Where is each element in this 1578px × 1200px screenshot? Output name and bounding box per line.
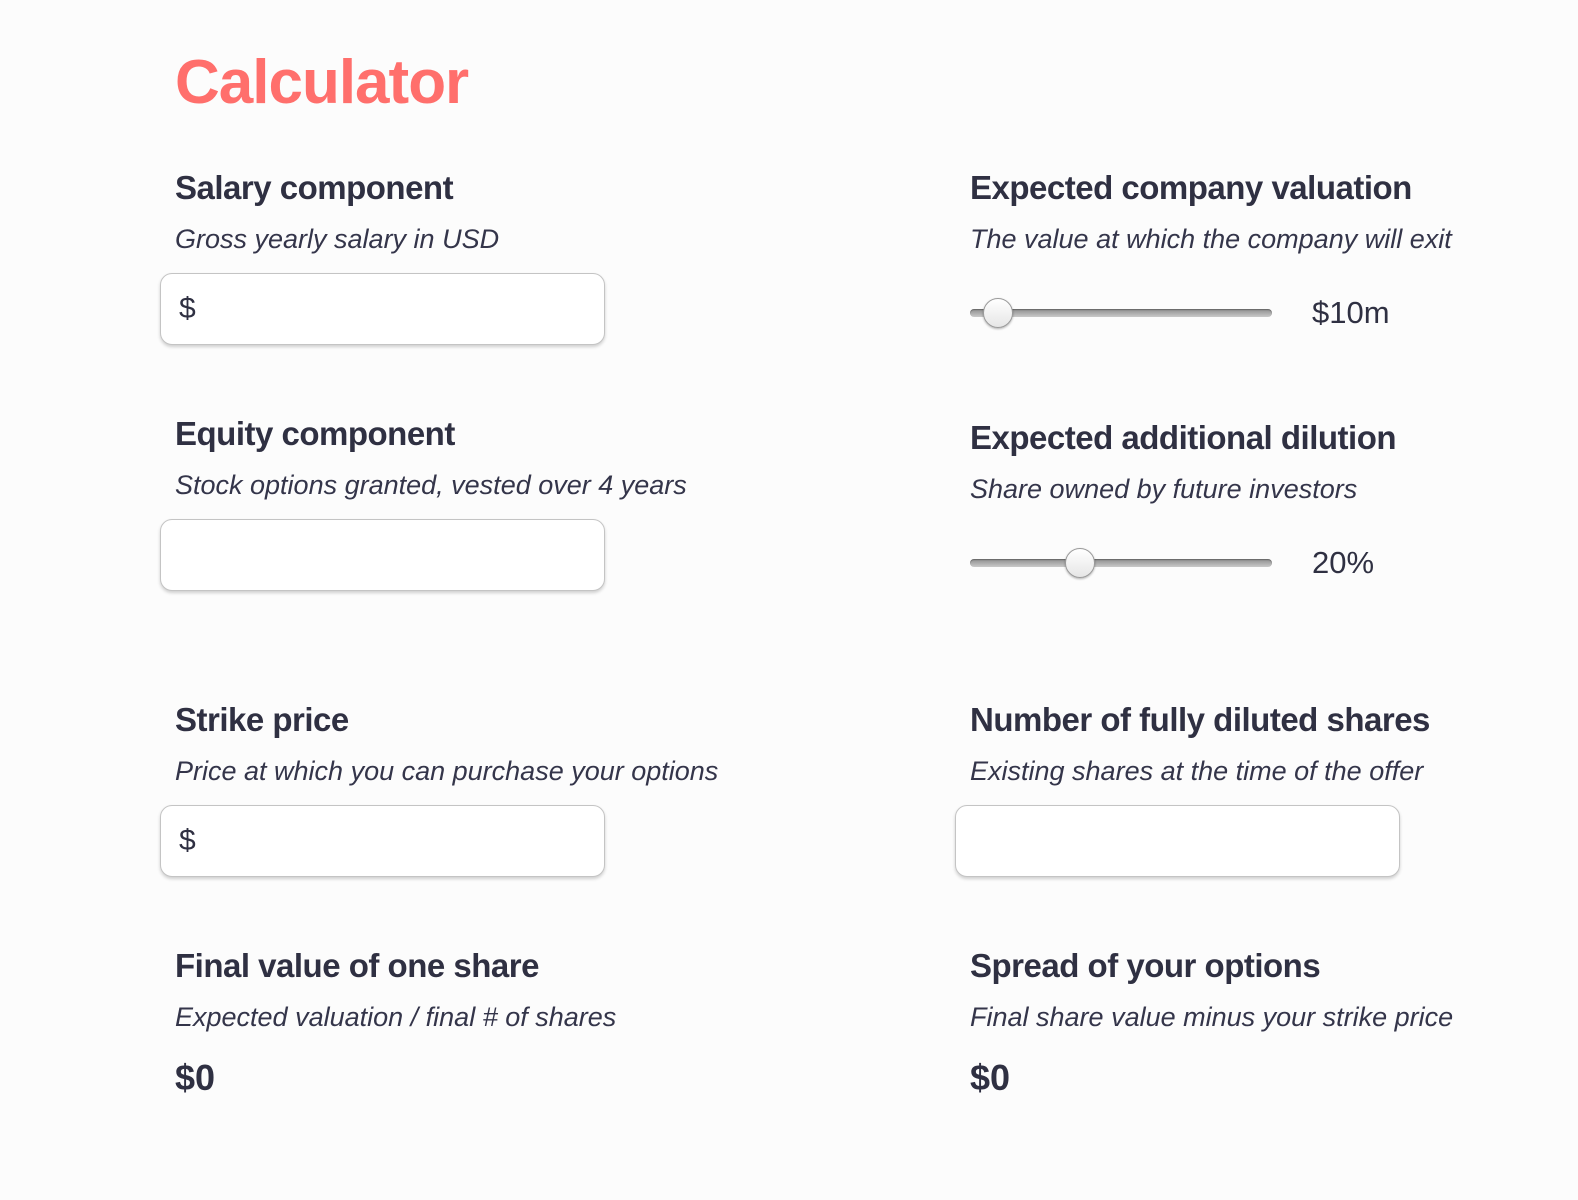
valuation-sublabel: The value at which the company will exit <box>970 224 1452 254</box>
spread-heading: Spread of your options <box>970 947 1321 984</box>
dollar-prefix: $ <box>179 292 196 325</box>
valuation-slider[interactable] <box>970 298 1272 328</box>
shares-heading: Number of fully diluted shares <box>970 701 1430 738</box>
final-value-sublabel: Expected valuation / final # of shares <box>175 1002 617 1032</box>
slider-track[interactable] <box>970 559 1272 567</box>
shares-input[interactable] <box>955 805 1400 877</box>
salary-input[interactable]: $ <box>160 273 605 345</box>
strike-field[interactable] <box>203 823 604 859</box>
dilution-value: 20% <box>1312 545 1375 580</box>
dilution-slider[interactable] <box>970 548 1272 578</box>
dilution-heading: Expected additional dilution <box>970 419 1397 456</box>
dollar-prefix: $ <box>179 824 196 857</box>
shares-sublabel: Existing shares at the time of the offer <box>970 756 1424 786</box>
equity-field[interactable] <box>187 537 604 573</box>
final-value-output: $0 <box>175 1057 216 1098</box>
strike-sublabel: Price at which you can purchase your opt… <box>175 756 719 786</box>
spread-sublabel: Final share value minus your strike pric… <box>970 1002 1454 1032</box>
dilution-sublabel: Share owned by future investors <box>970 474 1358 504</box>
equity-sublabel: Stock options granted, vested over 4 yea… <box>175 470 687 500</box>
strike-heading: Strike price <box>175 701 349 738</box>
slider-thumb[interactable] <box>1064 548 1095 578</box>
spread-output: $0 <box>970 1057 1011 1098</box>
valuation-heading: Expected company valuation <box>970 169 1412 206</box>
shares-field[interactable] <box>982 823 1399 859</box>
equity-input[interactable] <box>160 519 605 591</box>
final-value-heading: Final value of one share <box>175 947 539 984</box>
slider-track[interactable] <box>970 309 1272 317</box>
equity-heading: Equity component <box>175 415 455 452</box>
salary-heading: Salary component <box>175 169 454 206</box>
strike-input[interactable]: $ <box>160 805 605 877</box>
valuation-value: $10m <box>1312 295 1390 330</box>
salary-field[interactable] <box>203 291 604 327</box>
page-title: Calculator <box>175 48 469 117</box>
salary-sublabel: Gross yearly salary in USD <box>175 224 500 254</box>
slider-thumb[interactable] <box>983 298 1014 328</box>
